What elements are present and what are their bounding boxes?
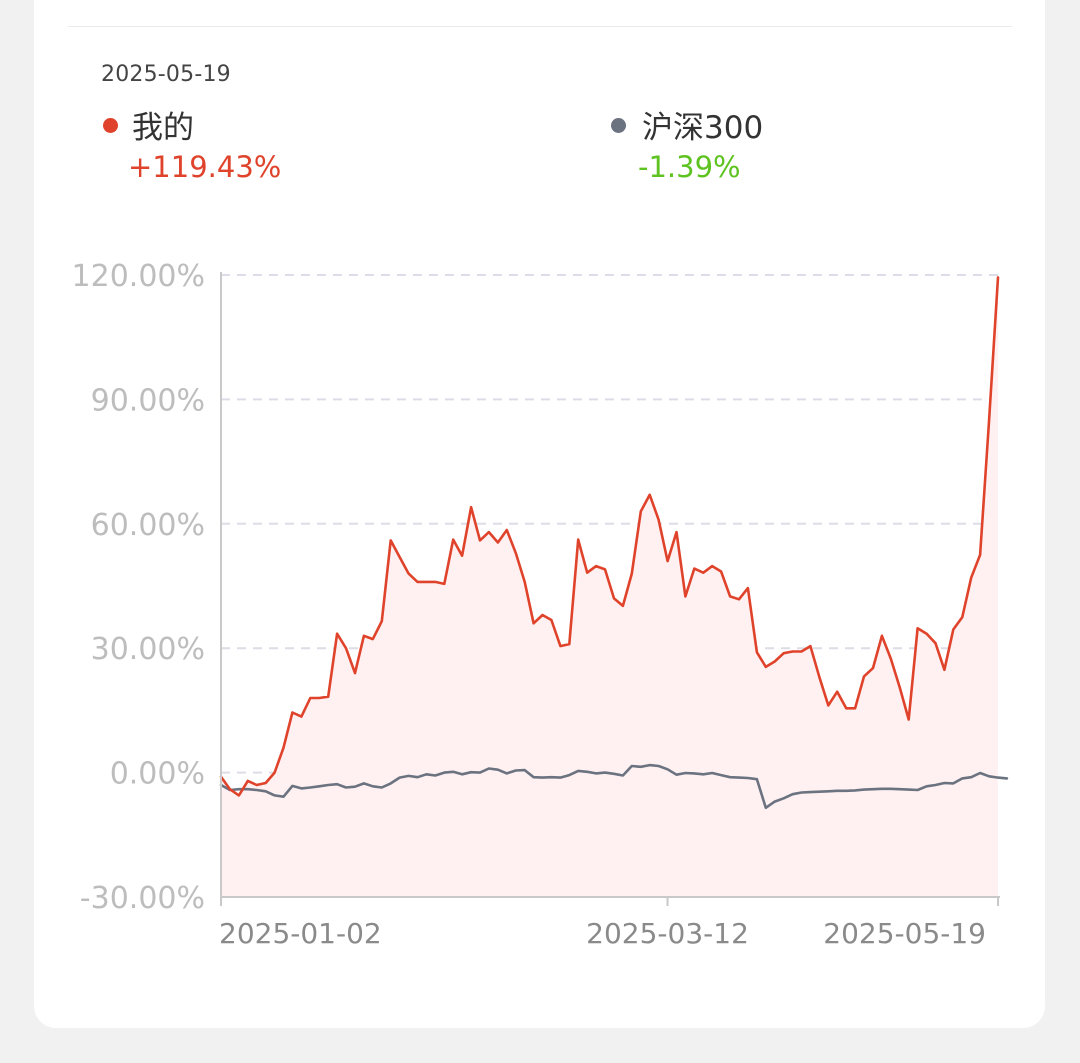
y-tick-label: 60.00%: [91, 508, 205, 543]
x-tick-label: 2025-03-12: [586, 917, 749, 950]
series-mine-line: [219, 276, 1000, 797]
legend-csi300-dot: [611, 118, 626, 133]
y-tick-label: 120.00%: [72, 259, 205, 294]
x-tick-label: 2025-05-19: [823, 917, 986, 950]
y-tick-label: 30.00%: [91, 632, 205, 667]
top-divider: [68, 26, 1012, 27]
selected-date: 2025-05-19: [101, 62, 231, 87]
legend-mine-value: +119.43%: [128, 150, 282, 184]
legend-csi300-label: 沪深300: [642, 110, 764, 146]
y-tick-label: 90.00%: [91, 383, 205, 418]
legend-mine-label: 我的: [132, 110, 194, 146]
series-csi300-line: [219, 763, 1009, 810]
legend-csi300-value: -1.39%: [638, 150, 741, 184]
x-tick-label: 2025-01-02: [219, 917, 382, 950]
legend-mine-dot: [103, 118, 118, 133]
y-tick-label: -30.00%: [80, 881, 205, 916]
y-tick-label: 0.00%: [110, 757, 205, 792]
